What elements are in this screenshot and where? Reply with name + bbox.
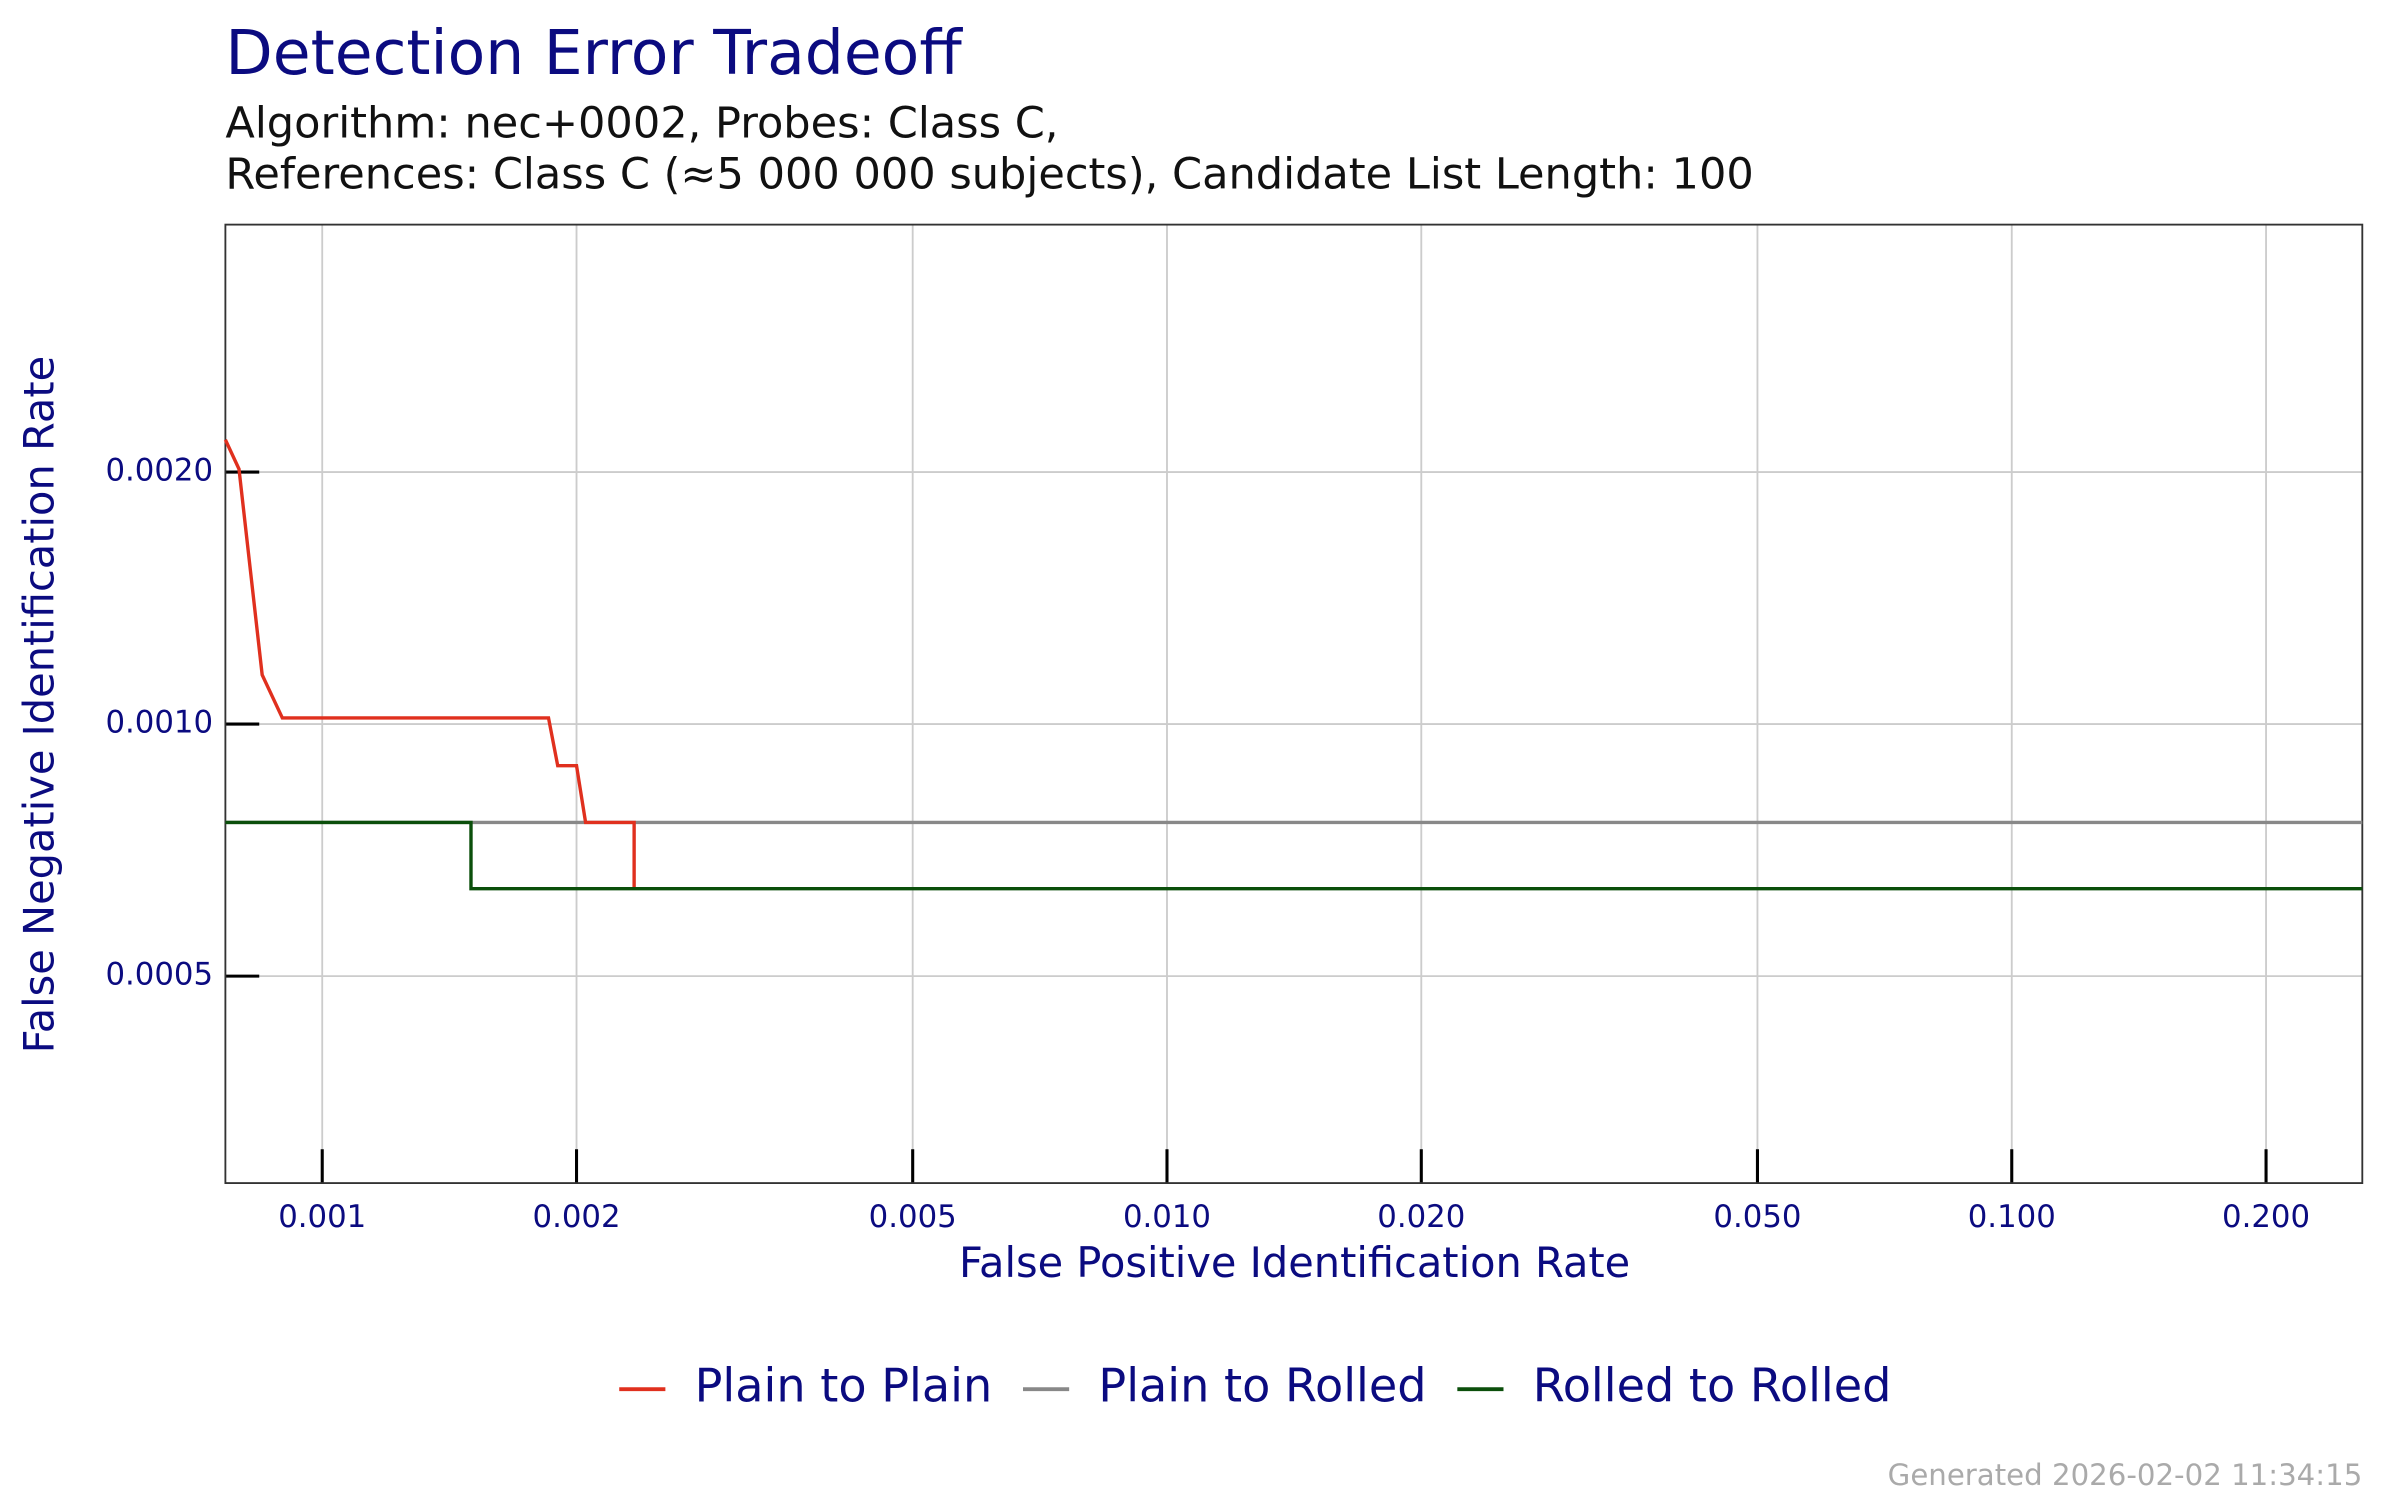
chart-title: Detection Error Tradeoff	[225, 17, 963, 89]
x-tick-label: 0.100	[1968, 1199, 2056, 1235]
y-tick-label: 0.0020	[105, 453, 213, 489]
y-axis-label: False Negative Identification Rate	[14, 356, 63, 1054]
series-line	[223, 439, 636, 889]
legend-label: Rolled to Rolled	[1533, 1359, 1892, 1413]
x-tick-label: 0.010	[1123, 1199, 1211, 1235]
x-tick-label: 0.050	[1713, 1199, 1801, 1235]
footer: Generated 2026-02-02 11:34:15	[1888, 1458, 2363, 1492]
y-tick-label: 0.0005	[105, 957, 213, 993]
series-line	[225, 820, 2363, 891]
x-axis-label: False Positive Identification Rate	[959, 1238, 1630, 1287]
legend-label: Plain to Plain	[695, 1359, 993, 1413]
x-tick-label: 0.005	[869, 1199, 957, 1235]
legend-label: Plain to Rolled	[1098, 1359, 1426, 1413]
chart-subtitle: References: Class C (≈5 000 000 subjects…	[225, 149, 1753, 199]
y-tick-label: 0.0010	[105, 705, 213, 741]
chart-subtitle: Algorithm: nec+0002, Probes: Class C,	[225, 99, 1058, 149]
x-tick-label: 0.200	[2222, 1199, 2310, 1235]
x-tick-label: 0.020	[1377, 1199, 1465, 1235]
plot-frame	[224, 223, 2364, 1184]
x-tick-label: 0.002	[533, 1199, 621, 1235]
x-tick-label: 0.001	[278, 1199, 366, 1235]
